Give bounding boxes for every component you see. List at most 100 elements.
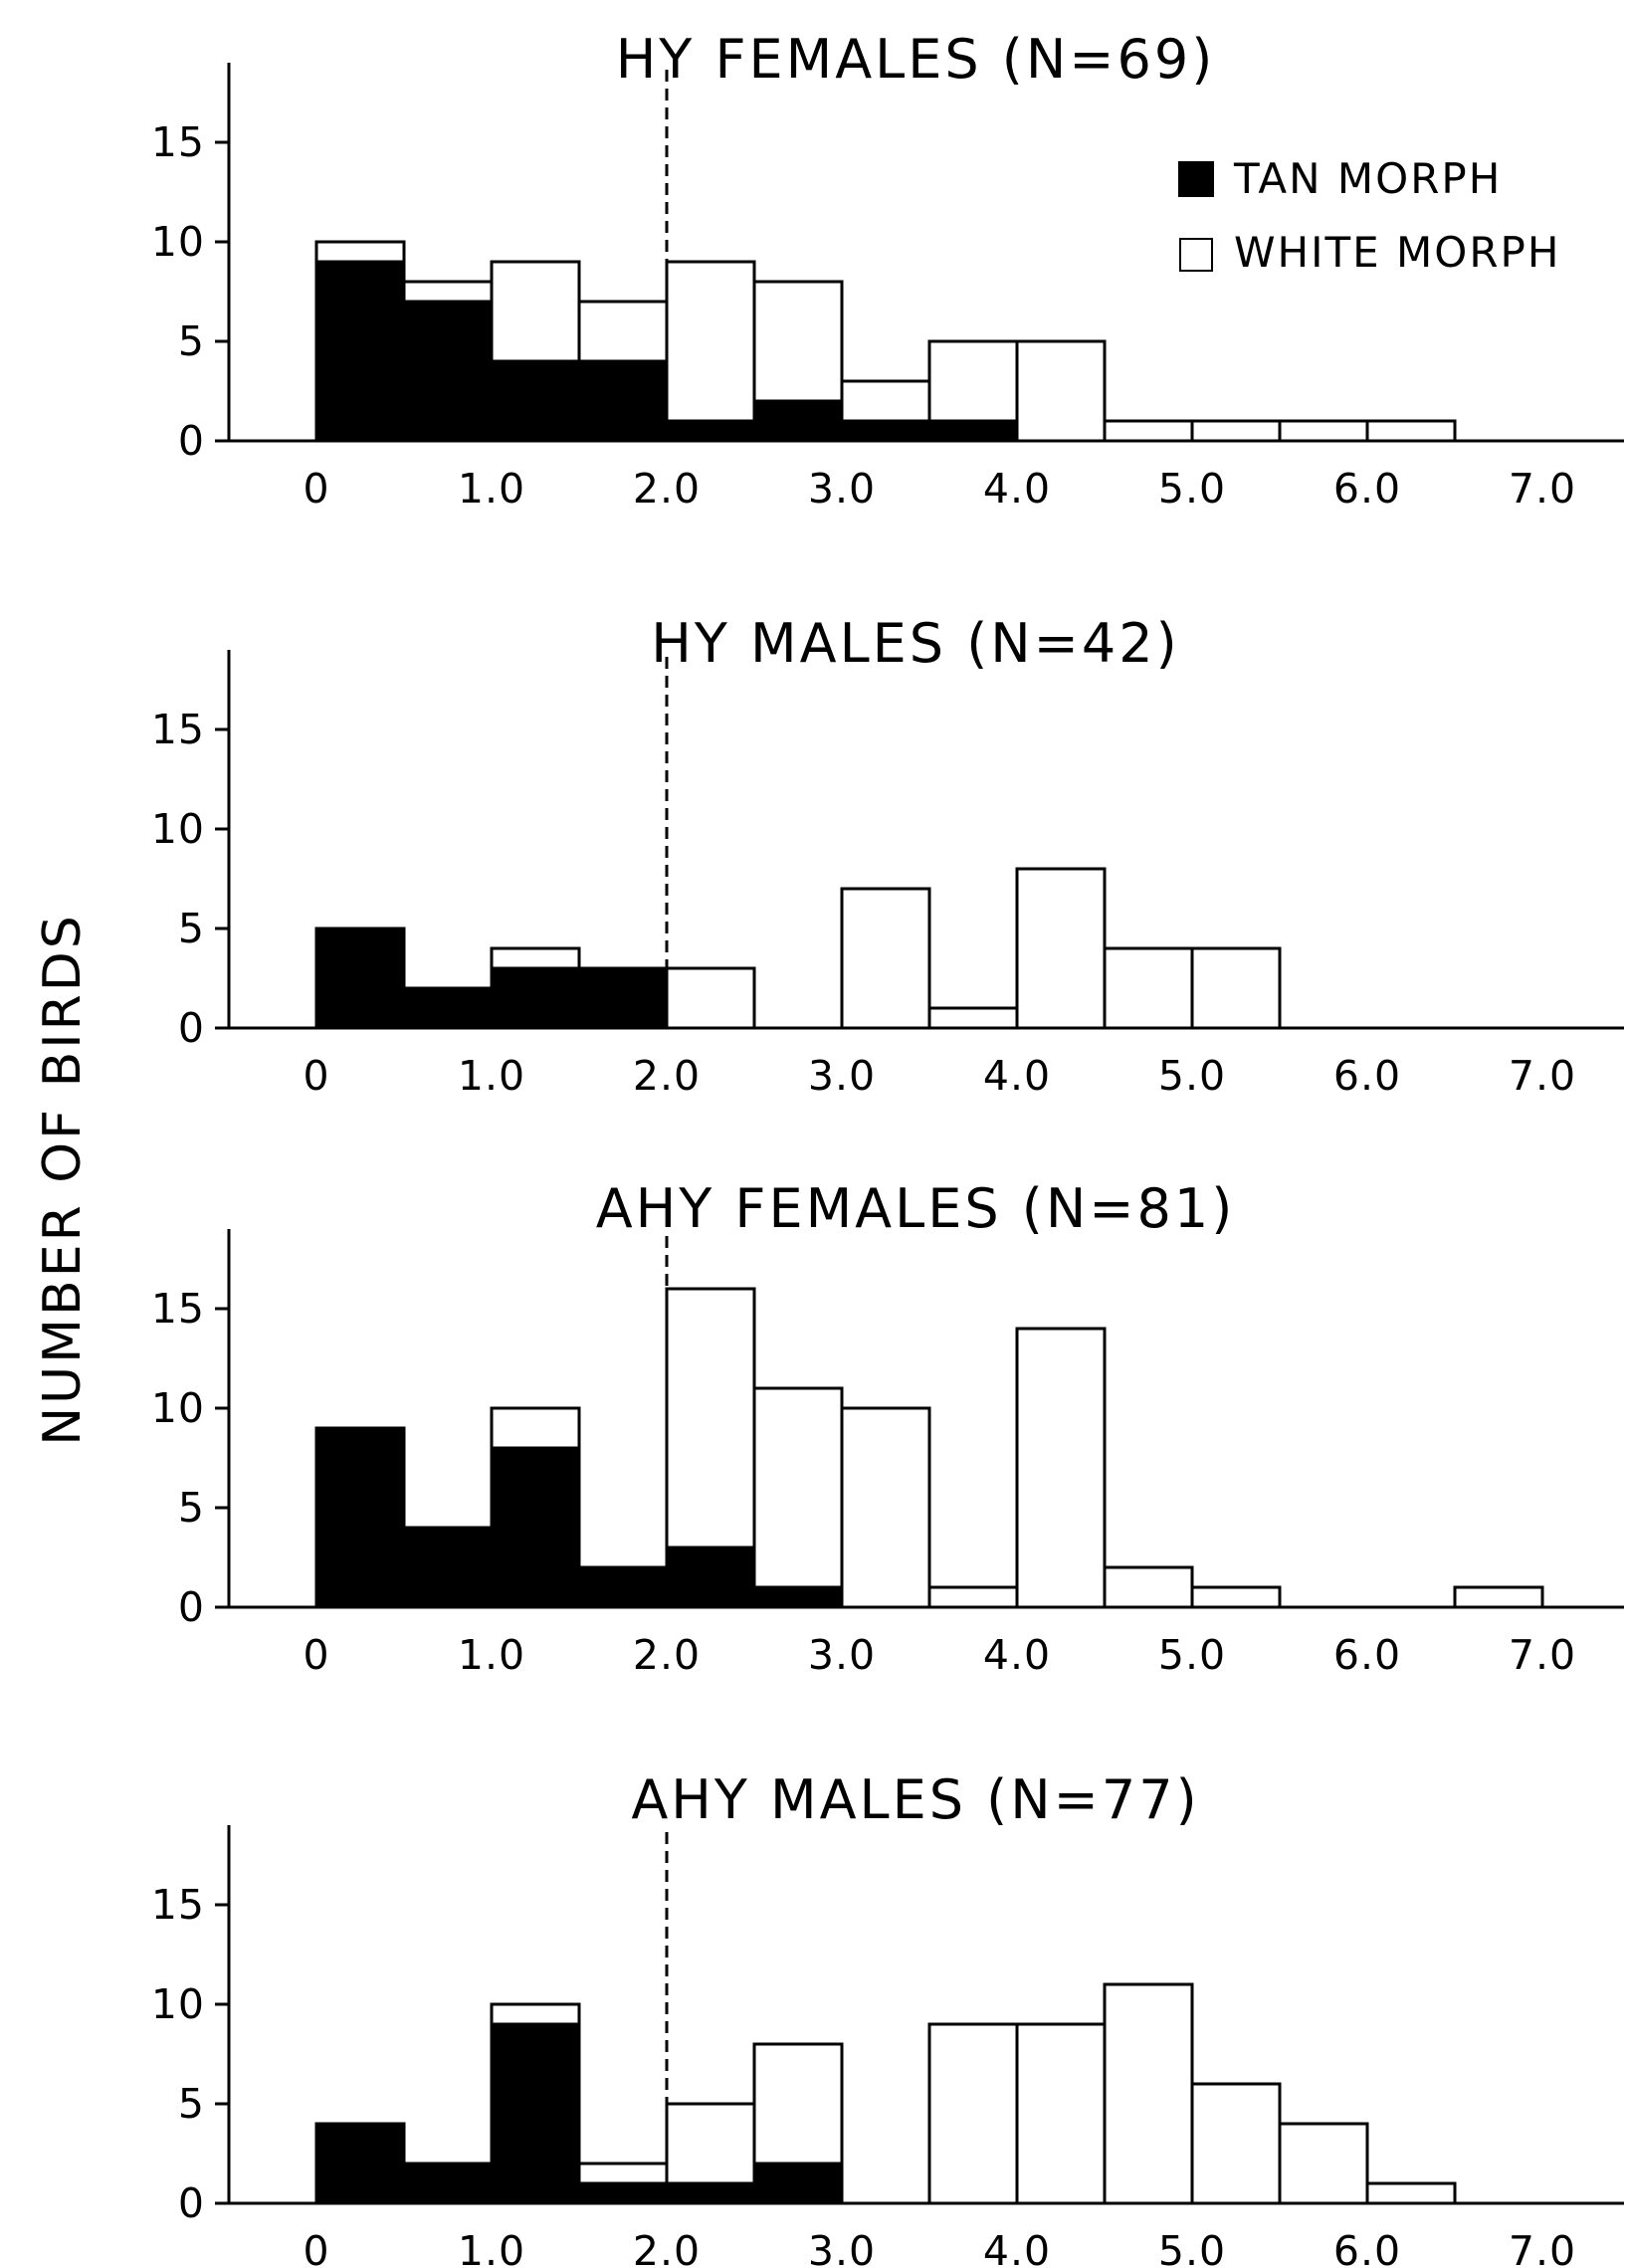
bar-tan-morph — [402, 1526, 494, 1609]
y-tick-label: 0 — [178, 1583, 205, 1631]
bar-tan-morph — [490, 359, 581, 443]
x-tick-label: 3.0 — [808, 465, 876, 513]
bar-white-morph — [1190, 2082, 1282, 2205]
legend-swatch-tan — [1178, 161, 1214, 197]
chart-title: AHY MALES (N=77) — [631, 1768, 1199, 1831]
y-tick-label: 15 — [151, 1881, 205, 1929]
y-tick-label: 5 — [178, 317, 205, 365]
y-tick-label: 10 — [151, 218, 205, 266]
y-axis-label: NUMBER OF BIRDS — [33, 913, 93, 1446]
bar-white-morph — [665, 260, 756, 443]
x-tick-label: 7.0 — [1509, 465, 1576, 513]
legend-swatch-white — [1179, 238, 1213, 272]
bar-white-morph — [1103, 1982, 1194, 2205]
panel-1: HY FEMALES (N=69) 0 5 10 15 0 1.0 2.0 3.0 4.0 5.0 6… — [151, 28, 1624, 513]
bar-white-morph — [927, 1585, 1019, 1609]
bar-white-morph — [1103, 946, 1194, 1030]
bar-white-morph — [665, 966, 756, 1030]
bar-white-morph — [840, 887, 931, 1030]
x-tick-label: 3.0 — [808, 1631, 876, 1679]
legend: TAN MORPH WHITE MORPH — [1178, 154, 1560, 277]
bar-tan-morph — [752, 399, 844, 443]
x-tick-label: 6.0 — [1333, 2227, 1401, 2268]
x-tick-label: 5.0 — [1158, 465, 1226, 513]
bar-tan-morph — [840, 419, 931, 443]
y-tick-label: 5 — [178, 905, 205, 952]
panel-2: HY MALES (N=42) 0 5 10 15 0 1.0 2.0 3.0 4.0 5.0 6.0… — [151, 612, 1624, 1100]
bar-white-morph — [1190, 946, 1282, 1030]
bar-tan-morph — [402, 2162, 494, 2205]
bar-tan-morph — [490, 966, 581, 1030]
legend-label-tan: TAN MORPH — [1233, 154, 1502, 203]
x-tick-label: 4.0 — [983, 1052, 1051, 1100]
bar-tan-morph — [577, 1565, 669, 1609]
panel-4: AHY MALES (N=77) 0 5 10 15 0 1.0 2.0 3.0 4.0 5.0 6.… — [151, 1768, 1624, 2268]
x-tick-label: 2.0 — [633, 1631, 701, 1679]
bar-tan-morph — [752, 1585, 844, 1609]
x-tick-label: 5.0 — [1158, 1052, 1226, 1100]
bar-tan-morph — [314, 2122, 406, 2205]
x-tick-label: 5.0 — [1158, 2227, 1226, 2268]
bar-white-morph — [840, 1406, 931, 1609]
x-tick-label: 0 — [303, 1631, 329, 1679]
x-tick-label: 3.0 — [808, 1052, 876, 1100]
x-tick-label: 4.0 — [983, 1631, 1051, 1679]
y-tick-label: 5 — [178, 1484, 205, 1532]
bar-white-morph — [927, 1006, 1019, 1030]
bar-tan-morph — [490, 2022, 581, 2205]
x-tick-label: 2.0 — [633, 1052, 701, 1100]
x-tick-label: 6.0 — [1333, 1052, 1401, 1100]
x-tick-label: 4.0 — [983, 465, 1051, 513]
y-tick-label: 15 — [151, 1285, 205, 1333]
chart-title: HY MALES (N=42) — [651, 612, 1179, 675]
x-tick-label: 6.0 — [1333, 1631, 1401, 1679]
x-tick-label: 7.0 — [1509, 1052, 1576, 1100]
bar-white-morph — [1015, 339, 1107, 443]
x-tick-label: 4.0 — [983, 2227, 1051, 2268]
bar-white-morph — [1278, 419, 1369, 443]
y-tick-label: 15 — [151, 118, 205, 166]
bar-tan-morph — [314, 260, 406, 443]
y-tick-label: 15 — [151, 706, 205, 753]
y-tick-label: 10 — [151, 1980, 205, 2028]
bar-tan-morph — [314, 927, 406, 1030]
bar-tan-morph — [577, 966, 669, 1030]
bar-tan-morph — [314, 1426, 406, 1609]
bar-white-morph — [1103, 419, 1194, 443]
x-tick-label: 1.0 — [458, 1052, 525, 1100]
x-tick-label: 7.0 — [1509, 1631, 1576, 1679]
bar-white-morph — [1365, 2181, 1457, 2205]
bar-white-morph — [1103, 1565, 1194, 1609]
x-tick-label: 7.0 — [1509, 2227, 1576, 2268]
bar-tan-morph — [577, 359, 669, 443]
x-tick-label: 0 — [303, 465, 329, 513]
x-tick-label: 3.0 — [808, 2227, 876, 2268]
bar-tan-morph — [577, 2181, 669, 2205]
bar-tan-morph — [490, 1446, 581, 1609]
x-tick-label: 6.0 — [1333, 465, 1401, 513]
chart-title: HY FEMALES (N=69) — [616, 28, 1216, 91]
y-tick-label: 10 — [151, 805, 205, 853]
bar-tan-morph — [665, 419, 756, 443]
bar-white-morph — [752, 1386, 844, 1609]
x-tick-label: 2.0 — [633, 465, 701, 513]
bar-white-morph — [1365, 419, 1457, 443]
bar-tan-morph — [752, 2162, 844, 2205]
y-tick-label: 0 — [178, 2179, 205, 2227]
bar-white-morph — [1015, 867, 1107, 1030]
chart-title: AHY FEMALES (N=81) — [596, 1177, 1236, 1240]
bar-tan-morph — [402, 986, 494, 1030]
y-tick-label: 5 — [178, 2080, 205, 2128]
legend-label-white: WHITE MORPH — [1234, 228, 1560, 277]
x-tick-label: 2.0 — [633, 2227, 701, 2268]
bar-white-morph — [1190, 419, 1282, 443]
y-tick-label: 0 — [178, 417, 205, 465]
bar-white-morph — [927, 2022, 1019, 2205]
bar-white-morph — [1453, 1585, 1544, 1609]
x-tick-label: 1.0 — [458, 465, 525, 513]
bar-tan-morph — [927, 419, 1019, 443]
bar-white-morph — [1190, 1585, 1282, 1609]
x-tick-label: 5.0 — [1158, 1631, 1226, 1679]
y-tick-label: 0 — [178, 1004, 205, 1052]
